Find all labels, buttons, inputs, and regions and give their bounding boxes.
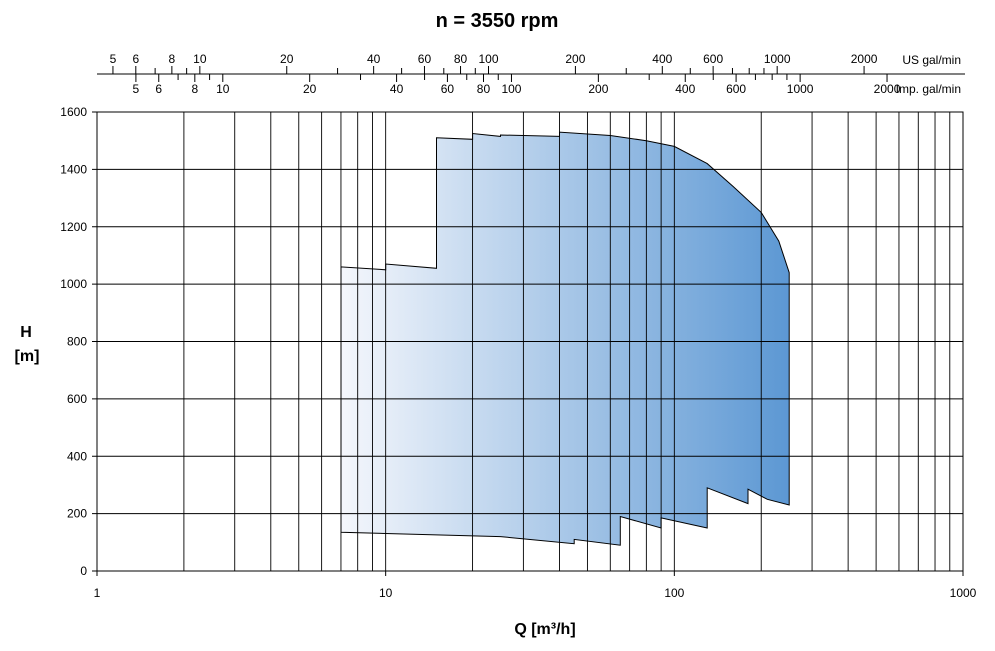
gal-tick-label: 80 <box>454 52 468 66</box>
x-tick-label: 100 <box>664 586 684 600</box>
y-axis-label-symbol: H <box>20 324 32 341</box>
imp-gal-unit-label: Imp. gal/min <box>896 82 961 96</box>
y-tick-label: 1000 <box>60 277 87 291</box>
gal-tick-label: 200 <box>565 52 585 66</box>
y-axis: 0 200 400 600 800 1000 1200 1400 1600 <box>60 105 97 578</box>
performance-envelope <box>340 131 790 546</box>
gal-tick-label: 8 <box>191 82 198 96</box>
gal-tick-label: 100 <box>501 82 521 96</box>
gal-tick-label: 6 <box>155 82 162 96</box>
gal-tick-label: 600 <box>703 52 723 66</box>
gal-tick-label: 8 <box>169 52 176 66</box>
gal-tick-label: 40 <box>367 52 381 66</box>
x-axis: 1 10 100 1000 <box>94 571 977 600</box>
y-tick-label: 0 <box>80 564 87 578</box>
x-axis-label: Q [m³/h] <box>514 621 575 638</box>
gal-tick-label: 200 <box>588 82 608 96</box>
gal-tick-label: 6 <box>132 52 139 66</box>
gal-tick-label: 10 <box>193 52 207 66</box>
y-tick-label: 200 <box>67 507 87 521</box>
y-axis-label-unit: [m] <box>15 348 40 365</box>
x-tick-label: 10 <box>379 586 393 600</box>
gal-tick-label: 20 <box>303 82 317 96</box>
gal-tick-label: 5 <box>110 52 117 66</box>
gal-tick-label: 1000 <box>764 52 791 66</box>
x-tick-label: 1000 <box>950 586 977 600</box>
x-tick-label: 1 <box>94 586 101 600</box>
imp-gal-axis: 5 6 8 10 20 40 60 80 100 200 400 600 1000 2000 <box>133 74 901 96</box>
us-gal-axis: 5 6 8 10 20 40 60 80 100 200 400 600 1000 2000 <box>110 52 878 74</box>
chart-title: n = 3550 rpm <box>436 10 559 32</box>
gal-tick-label: 600 <box>726 82 746 96</box>
y-tick-label: 1400 <box>60 162 87 176</box>
gal-tick-label: 20 <box>280 52 294 66</box>
gal-tick-label: 400 <box>675 82 695 96</box>
gal-tick-label: 100 <box>478 52 498 66</box>
gal-tick-label: 80 <box>477 82 491 96</box>
gal-tick-label: 5 <box>133 82 140 96</box>
y-tick-label: 1600 <box>60 105 87 119</box>
y-tick-label: 400 <box>67 449 87 463</box>
grid <box>97 112 963 571</box>
us-gal-unit-label: US gal/min <box>902 53 961 67</box>
gal-tick-label: 40 <box>390 82 404 96</box>
gal-tick-label: 2000 <box>851 52 878 66</box>
y-tick-label: 800 <box>67 335 87 349</box>
gal-tick-label: 1000 <box>787 82 814 96</box>
y-tick-label: 600 <box>67 392 87 406</box>
y-tick-label: 1200 <box>60 220 87 234</box>
gal-tick-label: 400 <box>652 52 672 66</box>
gal-tick-label: 60 <box>441 82 455 96</box>
gal-tick-label: 10 <box>216 82 230 96</box>
gal-tick-label: 60 <box>418 52 432 66</box>
gal-tick-label: 2000 <box>874 82 901 96</box>
